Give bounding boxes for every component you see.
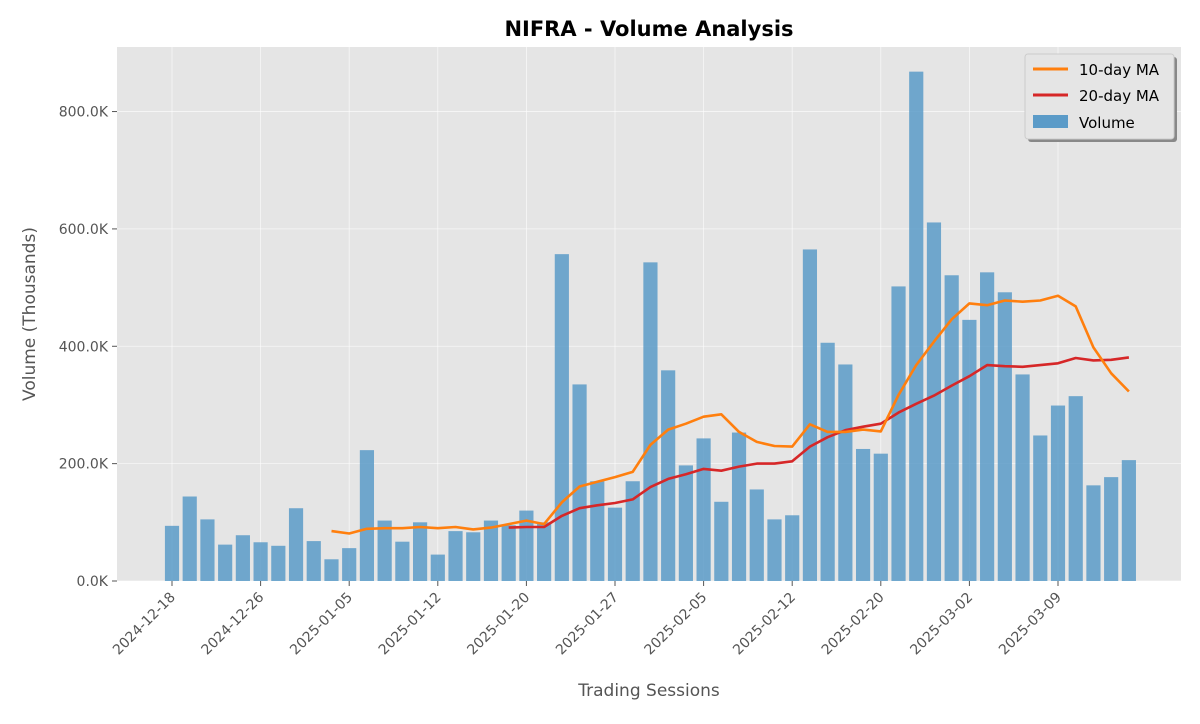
volume-bar-9: [324, 559, 339, 581]
chart-title: NIFRA - Volume Analysis: [504, 17, 793, 41]
y-axis-ticks: 0.0K 200.0K 400.0K 600.0K 800.0K: [59, 105, 117, 590]
legend-swatch-volume: [1033, 115, 1068, 128]
x-tick-label-6: 2025-02-05: [642, 590, 711, 659]
legend: 10-day MA 20-day MA Volume: [1024, 53, 1177, 142]
volume-bar-54: [1121, 460, 1136, 581]
volume-bar-41: [891, 286, 906, 581]
volume-bar-50: [1050, 405, 1066, 581]
volume-bar-28: [661, 370, 676, 581]
volume-bar-34: [767, 519, 782, 581]
volume-bar-45: [962, 319, 977, 581]
x-tick-label-10: 2025-03-09: [996, 590, 1065, 659]
volume-bar-39: [855, 448, 871, 581]
y-tick-label-0: 0.0K: [77, 574, 109, 590]
volume-bar-25: [607, 507, 623, 581]
volume-bar-52: [1086, 485, 1101, 581]
volume-bar-17: [466, 532, 481, 581]
y-tick-label-1: 200.0K: [59, 457, 109, 473]
volume-bar-27: [643, 262, 658, 581]
volume-bar-6: [271, 545, 286, 581]
x-axis-label: Trading Sessions: [577, 681, 720, 701]
volume-bar-11: [359, 450, 375, 581]
legend-label-ma10: 10-day MA: [1079, 61, 1160, 79]
volume-bar-19: [501, 525, 516, 581]
ma20-line: [508, 356, 1130, 529]
x-tick-label-2: 2025-01-05: [287, 590, 356, 659]
volume-bar-8: [306, 541, 321, 581]
volume-bar-14: [412, 522, 428, 581]
volume-bar-47: [997, 292, 1012, 581]
volume-bar-18: [483, 520, 499, 581]
x-tick-label-8: 2025-02-20: [819, 590, 888, 659]
volume-bar-13: [395, 541, 410, 581]
volume-bar-35: [785, 515, 800, 581]
volume-bar-5: [253, 542, 268, 581]
volume-bar-48: [1015, 374, 1030, 581]
volume-bar-30: [696, 438, 711, 581]
volume-bar-49: [1033, 435, 1048, 581]
x-tick-label-0: 2024-12-18: [110, 590, 179, 659]
volume-bar-16: [448, 531, 463, 581]
volume-bar-46: [980, 272, 995, 581]
volume-bar-43: [926, 222, 942, 581]
x-tick-label-9: 2025-03-02: [907, 590, 976, 659]
x-tick-label-7: 2025-02-12: [730, 590, 799, 659]
x-tick-label-5: 2025-01-27: [553, 590, 622, 659]
y-tick-label-3: 600.0K: [59, 222, 109, 238]
volume-bar-29: [678, 465, 693, 581]
volume-bar-38: [838, 364, 853, 581]
x-tick-label-1: 2024-12-26: [199, 589, 268, 658]
volume-bar-7: [288, 508, 304, 581]
volume-bar-33: [749, 489, 764, 581]
volume-bar-40: [873, 453, 888, 581]
ma10-line: [331, 294, 1130, 535]
x-axis-ticks: 2024-12-18 2024-12-26 2025-01-05 2025-01-12…: [110, 581, 1065, 658]
volume-bar-31: [714, 501, 729, 581]
legend-label-ma20: 20-day MA: [1079, 87, 1160, 105]
volume-bar-24: [590, 481, 605, 581]
volume-bar-3: [218, 544, 233, 581]
x-tick-label-3: 2025-01-12: [376, 590, 445, 659]
legend-label-volume: Volume: [1079, 114, 1135, 132]
y-tick-label-2: 400.0K: [59, 339, 109, 355]
volume-bar-21: [537, 522, 552, 581]
volume-bar-10: [342, 548, 357, 581]
volume-bar-36: [802, 249, 818, 581]
volume-bar-26: [625, 481, 640, 581]
volume-bar-44: [944, 275, 959, 581]
volume-bars: [164, 71, 1136, 582]
x-tick-label-4: 2025-01-20: [464, 590, 533, 659]
volume-bar-4: [235, 535, 250, 581]
volume-bar-42: [909, 71, 924, 582]
volume-bar-23: [572, 384, 587, 581]
y-tick-label-4: 800.0K: [59, 105, 109, 121]
volume-bar-15: [430, 554, 445, 581]
volume-bar-53: [1104, 477, 1119, 581]
y-axis-label: Volume (Thousands): [20, 227, 40, 401]
volume-bar-37: [820, 342, 835, 581]
volume-bar-12: [377, 520, 392, 581]
volume-bar-51: [1068, 396, 1083, 581]
volume-bar-0: [164, 525, 180, 581]
volume-bar-22: [554, 254, 569, 581]
volume-bar-32: [731, 432, 747, 581]
moving-average-lines: [331, 294, 1130, 535]
volume-bar-2: [200, 519, 215, 581]
volume-bar-1: [182, 496, 197, 581]
